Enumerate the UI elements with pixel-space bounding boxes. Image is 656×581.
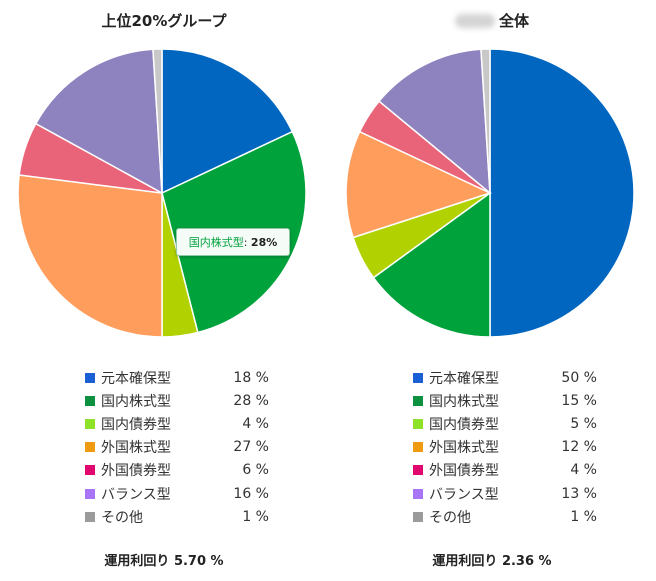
pie-slice[interactable]	[34, 48, 163, 195]
legend-item: 外国債券型 6 %	[85, 459, 285, 482]
legend-value: 1 %	[570, 508, 597, 525]
legend-item: 国内債券型 5 %	[413, 412, 613, 435]
legend-item: バランス型 16 %	[85, 482, 285, 505]
legend-category: その他	[101, 509, 143, 526]
legend-category: その他	[429, 509, 471, 526]
legend-swatch	[413, 418, 423, 429]
pie-slice[interactable]	[480, 48, 491, 194]
pie-slice[interactable]	[161, 48, 294, 195]
legend-top20: 元本確保型 18 % 国内株式型 28 % 国内債券型 4 % 外国株式型 27 % 外国債券型…	[85, 366, 285, 528]
chart-panel-overall: 全体 元本確保型 50 % 国内株式型 15 % 国内債券型 5 % 外国株式型 12 % 外国…	[328, 0, 656, 581]
tooltip-category: 国内株式型	[188, 236, 244, 249]
pie-tooltip: 国内株式型 : 28%	[176, 228, 290, 256]
legend-category: 国内株式型	[101, 393, 171, 410]
legend-category: 国内債券型	[101, 416, 171, 433]
chart-title: 全体	[328, 10, 656, 31]
legend-value: 27 %	[233, 439, 269, 456]
legend-category: バランス型	[101, 486, 171, 503]
pie-slice[interactable]	[152, 48, 163, 194]
legend-swatch	[413, 372, 423, 383]
legend-value: 18 %	[233, 369, 269, 386]
legend-swatch	[85, 488, 95, 499]
legend-value: 5 %	[570, 415, 597, 432]
legend-item: 国内債券型 4 %	[85, 412, 285, 435]
legend-value: 4 %	[570, 462, 597, 479]
legend-category: 外国株式型	[429, 440, 499, 457]
chart-title-text: 全体	[498, 12, 529, 30]
chart-title: 上位20%グループ	[0, 10, 328, 31]
pie-chart-overall[interactable]	[328, 40, 656, 350]
yield-label: 運用利回り 5.70 %	[104, 554, 224, 569]
legend-swatch	[85, 418, 95, 429]
legend-value: 50 %	[561, 369, 597, 386]
legend-swatch	[413, 395, 423, 406]
legend-category: 国内株式型	[429, 393, 499, 410]
legend-value: 6 %	[242, 462, 269, 479]
legend-category: 元本確保型	[101, 370, 171, 387]
tooltip-value: 28%	[250, 235, 278, 249]
chart-title-text: 上位20%グループ	[101, 12, 227, 30]
legend-category: 元本確保型	[429, 370, 499, 387]
pie-slice[interactable]	[17, 174, 163, 338]
legend-value: 28 %	[233, 392, 269, 409]
legend-category: 外国債券型	[429, 463, 499, 480]
legend-value: 16 %	[233, 485, 269, 502]
legend-item: バランス型 13 %	[413, 482, 613, 505]
legend-item: 外国株式型 12 %	[413, 436, 613, 459]
pie-chart-top20[interactable]	[0, 40, 328, 350]
legend-value: 12 %	[561, 439, 597, 456]
legend-item: その他 1 %	[85, 505, 285, 528]
legend-value: 4 %	[242, 415, 269, 432]
legend-item: 国内株式型 15 %	[413, 389, 613, 412]
legend-item: 国内株式型 28 %	[85, 389, 285, 412]
legend-swatch	[413, 488, 423, 499]
legend-item: 外国株式型 27 %	[85, 436, 285, 459]
legend-value: 13 %	[561, 485, 597, 502]
legend-category: 国内債券型	[429, 416, 499, 433]
legend-swatch	[413, 465, 423, 476]
legend-swatch	[85, 395, 95, 406]
legend-swatch	[85, 442, 95, 453]
legend-category: 外国債券型	[101, 463, 171, 480]
chart-panel-top20: 上位20%グループ 元本確保型 18 % 国内株式型 28 % 国内債券型 4 % 外国株式…	[0, 10, 328, 569]
legend-swatch	[85, 372, 95, 383]
legend-item: 外国債券型 4 %	[413, 459, 613, 482]
pie-slice[interactable]	[377, 48, 491, 195]
legend-overall: 元本確保型 50 % 国内株式型 15 % 国内債券型 5 % 外国株式型 12 % 外国債券型…	[413, 366, 613, 528]
redacted-text	[454, 14, 495, 28]
legend-category: バランス型	[429, 486, 499, 503]
legend-item: その他 1 %	[413, 505, 613, 528]
legend-value: 1 %	[242, 508, 269, 525]
legend-swatch	[85, 511, 95, 522]
pie-slice[interactable]	[372, 191, 491, 338]
legend-category: 外国株式型	[101, 440, 171, 457]
legend-swatch	[85, 465, 95, 476]
legend-item: 元本確保型 18 %	[85, 366, 285, 389]
legend-swatch	[413, 442, 423, 453]
legend-swatch	[413, 511, 423, 522]
legend-value: 15 %	[561, 392, 597, 409]
yield-label: 運用利回り 2.36 %	[432, 554, 552, 569]
legend-item: 元本確保型 50 %	[413, 366, 613, 389]
tooltip-separator: :	[243, 235, 251, 249]
pie-slice[interactable]	[489, 48, 635, 338]
pie-slice[interactable]	[345, 130, 493, 239]
